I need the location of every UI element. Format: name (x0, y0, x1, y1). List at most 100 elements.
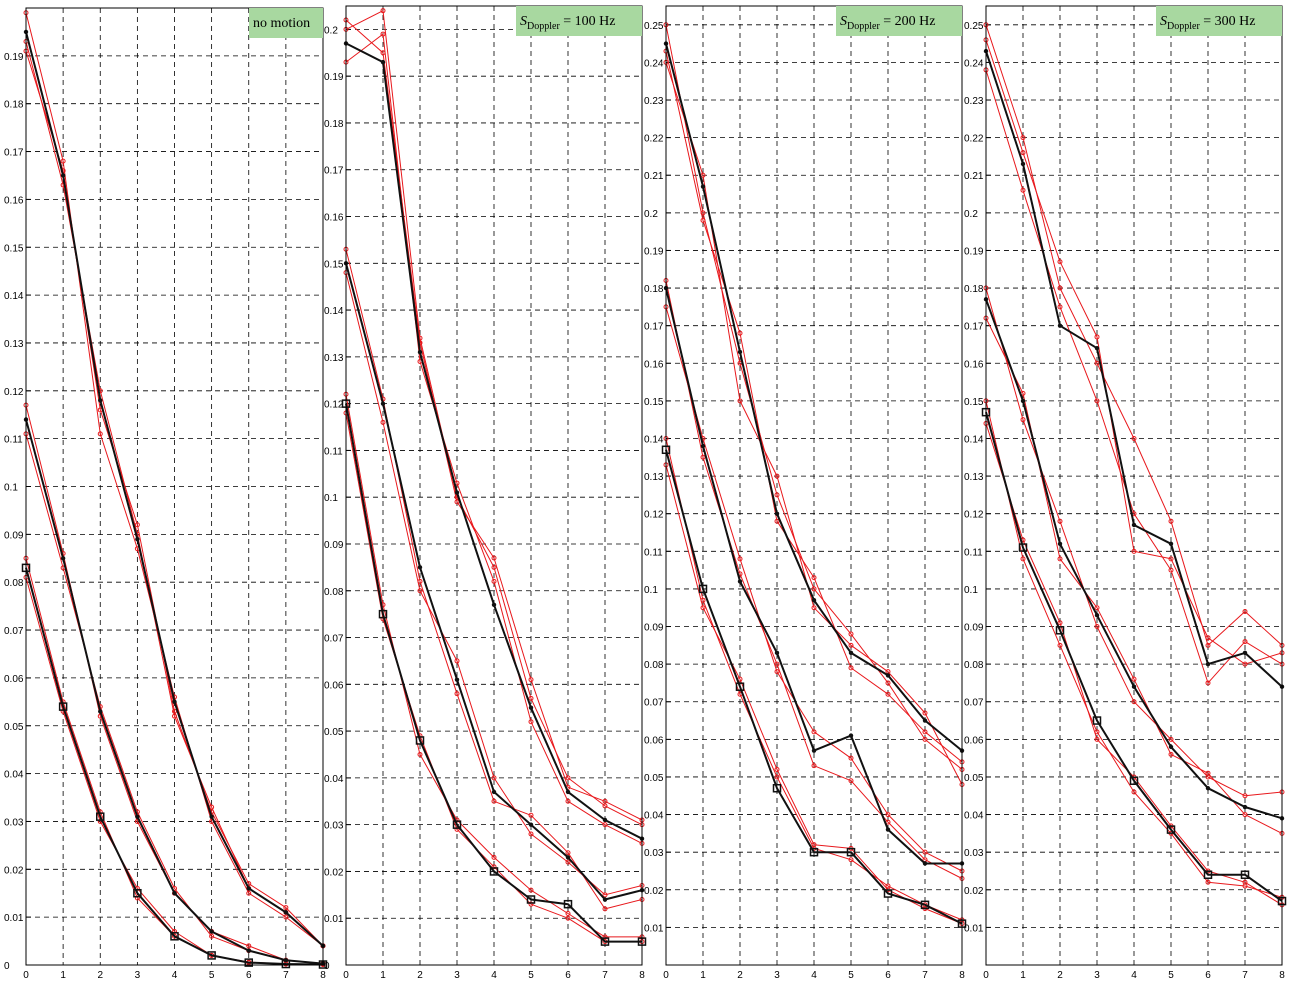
model-point (60, 556, 66, 561)
y-tick-label: 0.14 (324, 306, 344, 317)
measured-point (1242, 661, 1248, 667)
model-series-line-3 (665, 449, 963, 925)
x-tick-label: 1 (1020, 970, 1026, 981)
measured-point (1131, 548, 1137, 554)
model-point (700, 443, 706, 449)
x-tick-label: 2 (97, 970, 103, 981)
measured-point (848, 631, 854, 637)
y-tick-label: 0.09 (324, 540, 344, 551)
measured-point (1168, 736, 1174, 742)
model-point (885, 827, 891, 832)
model-point (172, 699, 177, 705)
y-tick-label: 0.07 (324, 634, 344, 645)
model-point (378, 609, 388, 619)
y-tick-label: 0.13 (324, 353, 344, 364)
model-point (1205, 661, 1211, 667)
model-point (1242, 650, 1248, 656)
measured-point (1205, 879, 1211, 885)
measured-point (528, 901, 534, 907)
x-tick-label: 0 (663, 970, 669, 981)
model-point (60, 173, 66, 178)
axes-frame (345, 5, 643, 966)
measured-point (283, 914, 289, 920)
y-tick-label: 0.16 (964, 359, 984, 370)
x-tick-label: 5 (848, 970, 854, 981)
y-tick-label: 0.03 (324, 821, 344, 832)
measured-series-line-6 (985, 39, 1283, 665)
model-point (380, 59, 386, 65)
measured-point (1020, 187, 1026, 193)
measured-series-line-4 (665, 24, 963, 770)
model-point (415, 736, 425, 745)
y-tick-label: 0.16 (4, 195, 24, 206)
measured-point (491, 564, 497, 570)
y-tick-label: 0.17 (964, 322, 984, 333)
measured-point (1094, 605, 1100, 611)
x-tick-label: 2 (1057, 970, 1063, 981)
measured-point (491, 555, 497, 561)
measured-point (1131, 699, 1137, 705)
y-tick-label: 0.21 (644, 171, 664, 182)
measured-point (774, 774, 780, 780)
measured-point (1094, 360, 1100, 366)
measured-point (209, 804, 215, 810)
y-tick-label: 0.14 (4, 291, 24, 302)
model-point (528, 822, 534, 827)
measured-point (737, 556, 743, 562)
measured-point (774, 473, 780, 479)
measured-point (1168, 518, 1174, 524)
measured-point (172, 713, 177, 719)
y-tick-label: 0.2 (644, 209, 658, 220)
model-point (207, 951, 216, 960)
measured-point (454, 826, 460, 832)
model-point (1203, 870, 1213, 879)
measured-series-line-7 (345, 272, 643, 896)
y-tick-label: 0.1 (964, 585, 978, 596)
y-tick-label: 0.13 (644, 472, 664, 483)
model-point (811, 598, 817, 603)
y-tick-label: 0.25 (644, 21, 664, 32)
title-text: SDoppler = 100 Hz (520, 14, 616, 32)
y-tick-label: 0.08 (4, 578, 24, 589)
title-main: S (1160, 14, 1167, 29)
model-point (1168, 541, 1174, 546)
measured-point (885, 691, 891, 697)
measured-point (491, 775, 497, 781)
title-subscript: Doppler (527, 21, 560, 32)
x-tick-label: 2 (737, 970, 743, 981)
y-tick-label: 0.06 (324, 680, 344, 691)
model-point (922, 861, 928, 866)
measured-point (1020, 556, 1026, 562)
y-tick-label: 0.2 (324, 25, 338, 36)
measured-point (1057, 285, 1063, 291)
y-tick-label: 0.1 (324, 493, 338, 504)
y-tick-label: 0.17 (4, 148, 24, 159)
measured-point (565, 859, 571, 865)
model-point (737, 349, 743, 355)
model-point (809, 847, 819, 857)
measured-point (737, 330, 743, 336)
y-tick-label: 0.08 (644, 660, 664, 671)
model-series-line-3 (345, 403, 642, 943)
measured-point (602, 934, 608, 940)
y-tick-label: 0.08 (324, 587, 344, 598)
measured-series-line-6 (665, 50, 963, 763)
x-tick-label: 5 (1168, 970, 1174, 981)
measured-point (528, 719, 534, 725)
model-point (246, 886, 251, 891)
x-tick-label: 8 (320, 970, 326, 981)
measured-point (565, 850, 571, 856)
measured-point (885, 680, 891, 686)
measured-point (922, 849, 928, 855)
y-tick-label: 0.16 (324, 213, 344, 224)
model-point (489, 867, 499, 876)
x-tick-label: 5 (209, 970, 215, 981)
measured-point (491, 578, 497, 584)
y-tick-label: 0.11 (964, 547, 983, 558)
measured-point (565, 798, 571, 804)
model-point (417, 349, 423, 355)
axes-frame (985, 5, 1283, 966)
model-point (380, 401, 386, 406)
y-tick-label: 0.18 (964, 284, 984, 295)
x-tick-label: 0 (23, 970, 29, 981)
